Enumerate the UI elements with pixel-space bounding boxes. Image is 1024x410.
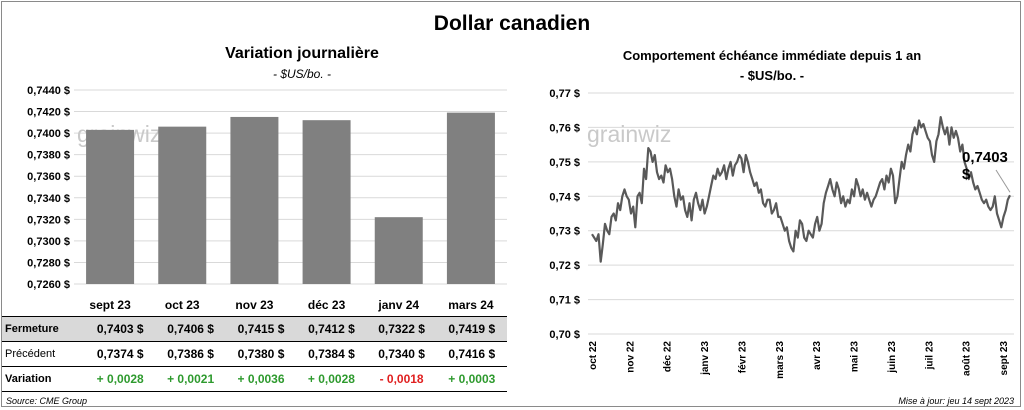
table-cell: 0,7322 $ [366, 316, 437, 342]
table-cell-change: + 0,0021 [155, 366, 226, 392]
table-cell: 0,7374 $ [96, 347, 144, 361]
y-tick-label: 0,7380 $ [27, 150, 70, 162]
x-tick-label: janv 23 [700, 341, 711, 376]
callout-leader [995, 169, 1011, 193]
table-cell-change: + 0,0028 [85, 366, 156, 392]
y-tick-label: 0,7440 $ [27, 85, 70, 97]
x-tick-label: juin 23 [887, 341, 898, 374]
settlement-table: Fermeture 0,7403 $ 0,7406 $ 0,7415 $ 0,7… [2, 316, 507, 392]
y-tick-label: 0,7400 $ [27, 128, 70, 140]
table-cell: 0,7415 $ [225, 316, 297, 342]
y-tick-label: 0,72 $ [549, 260, 580, 272]
table-row-fermeture: Fermeture 0,7403 $ 0,7406 $ 0,7415 $ 0,7… [2, 316, 507, 342]
right-chart-subtitle: - $US/bo. - [739, 68, 805, 83]
watermark-logo: grainwiz [587, 121, 671, 147]
table-cell-change: + 0,0028 [296, 366, 367, 392]
y-tick-label: 0,73 $ [549, 226, 580, 238]
source-note: Source: CME Group [6, 396, 88, 406]
y-tick-label: 0,74 $ [549, 191, 580, 203]
x-category-label: nov 23 [235, 298, 273, 312]
y-tick-label: 0,7420 $ [27, 107, 70, 119]
table-cell: 0,7419 $ [436, 316, 507, 342]
y-tick-label: 0,7340 $ [27, 193, 70, 205]
x-category-label: oct 23 [165, 298, 200, 312]
y-tick-label: 0,75 $ [549, 157, 580, 169]
x-tick-label: août 23 [962, 341, 973, 376]
x-tick-label: sept 23 [999, 341, 1010, 376]
table-cell: 0,7416 $ [448, 347, 496, 361]
table-cell: 0,7386 $ [167, 347, 214, 361]
x-category-label: janv 24 [377, 298, 419, 312]
x-tick-label: nov 22 [625, 341, 636, 373]
left-chart-title: Variation journalière [225, 45, 379, 62]
series-line [591, 116, 1011, 263]
y-tick-label: 0,70 $ [549, 329, 580, 341]
table-cell: 0,7403 $ [85, 316, 156, 342]
x-category-label: mars 24 [448, 298, 494, 312]
bar [374, 217, 423, 284]
row-label: Précédent [5, 348, 56, 360]
x-tick-label: juil 23 [924, 341, 935, 371]
page-title: Dollar canadien [433, 12, 591, 35]
x-tick-label: déc 22 [663, 341, 674, 373]
x-tick-label: mai 23 [850, 341, 861, 373]
table-cell: 0,7406 $ [155, 316, 226, 342]
update-note: Mise à jour: jeu 14 sept 2023 [898, 396, 1014, 406]
bar [158, 126, 207, 285]
y-tick-label: 0,7360 $ [27, 171, 70, 183]
bar [446, 112, 495, 284]
x-category-label: déc 23 [308, 298, 346, 312]
x-tick-label: févr 23 [737, 341, 748, 374]
y-tick-label: 0,7320 $ [27, 214, 70, 226]
table-cell: 0,7380 $ [237, 347, 285, 361]
table-row-precedent: Précédent 0,7374 $ 0,7386 $ 0,7380 $ 0,7… [2, 342, 507, 367]
table-cell: 0,7384 $ [308, 347, 355, 361]
table-cell: 0,7340 $ [378, 347, 425, 361]
table-cell: 0,7412 $ [296, 316, 367, 342]
left-chart-subtitle: - $US/bo. - [272, 67, 332, 81]
y-tick-label: 0,71 $ [549, 295, 580, 307]
x-tick-label: mars 23 [775, 341, 786, 379]
last-value-label: 0,7403 $ [962, 149, 1008, 183]
row-label: Fermeture [2, 316, 85, 342]
table-cell-change: + 0,0036 [225, 366, 297, 392]
bar [230, 116, 279, 284]
y-tick-label: 0,7300 $ [27, 236, 70, 248]
right-chart-title: Comportement échéance immédiate depuis 1… [622, 48, 922, 63]
bar-chart: 0,7260 $ 0,7280 $ 0,7300 $ 0,7320 $ 0,7340 $… [27, 85, 507, 312]
row-label: Variation [2, 366, 85, 392]
x-category-label: sept 23 [89, 298, 131, 312]
table-cell-change: + 0,0003 [436, 366, 507, 392]
bar [302, 120, 351, 284]
x-tick-label: oct 22 [588, 341, 599, 370]
x-tick-label: avr 23 [812, 341, 823, 370]
y-tick-label: 0,76 $ [549, 122, 580, 134]
table-row-variation: Variation + 0,0028 + 0,0021 + 0,0036 + 0… [2, 366, 507, 392]
y-tick-label: 0,77 $ [549, 88, 580, 100]
y-tick-label: 0,7280 $ [27, 257, 70, 269]
y-tick-label: 0,7260 $ [27, 279, 70, 291]
bar [86, 129, 135, 284]
table-cell-change: - 0,0018 [366, 366, 437, 392]
